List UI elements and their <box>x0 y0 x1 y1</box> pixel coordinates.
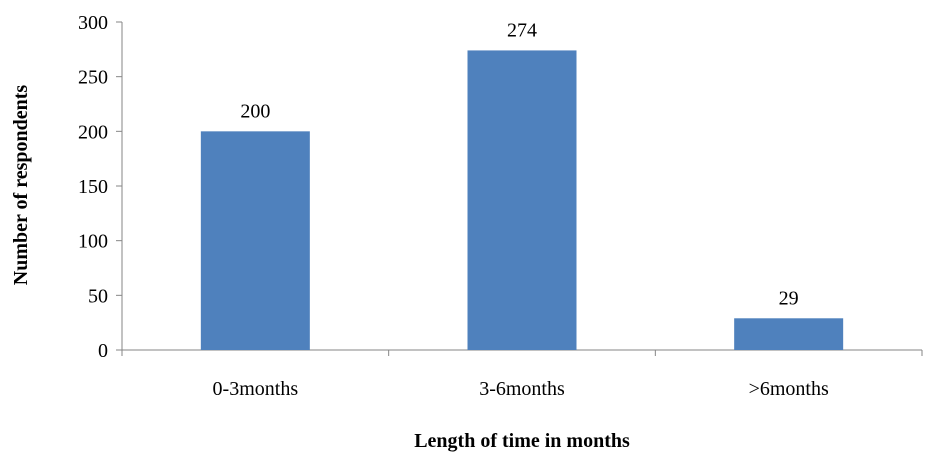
y-tick-label: 300 <box>78 12 108 34</box>
bar-series <box>200 50 844 350</box>
bar <box>200 131 310 350</box>
data-labels: 200 274 29 <box>240 19 798 309</box>
x-tick-label: >6months <box>749 378 829 400</box>
y-axis-title: Number of respondents <box>10 85 32 286</box>
x-tick-label: 3-6months <box>479 378 565 400</box>
y-tick-label: 150 <box>78 176 108 198</box>
y-axis: 0 50 100 150 200 250 300 <box>78 12 123 362</box>
x-tick-label: 0-3months <box>213 378 299 400</box>
y-tick-label: 100 <box>78 231 108 253</box>
bar <box>467 50 577 350</box>
y-tick-label: 200 <box>78 121 108 143</box>
data-label: 200 <box>240 100 270 122</box>
bar <box>734 318 844 350</box>
y-tick-label: 250 <box>78 67 108 89</box>
y-tick-label: 0 <box>98 340 108 362</box>
x-axis-title: Length of time in months <box>414 430 630 452</box>
y-tick-label: 50 <box>88 285 108 307</box>
x-axis: 0-3months 3-6months >6months <box>121 349 923 400</box>
data-label: 274 <box>507 19 537 41</box>
data-label: 29 <box>779 287 799 309</box>
